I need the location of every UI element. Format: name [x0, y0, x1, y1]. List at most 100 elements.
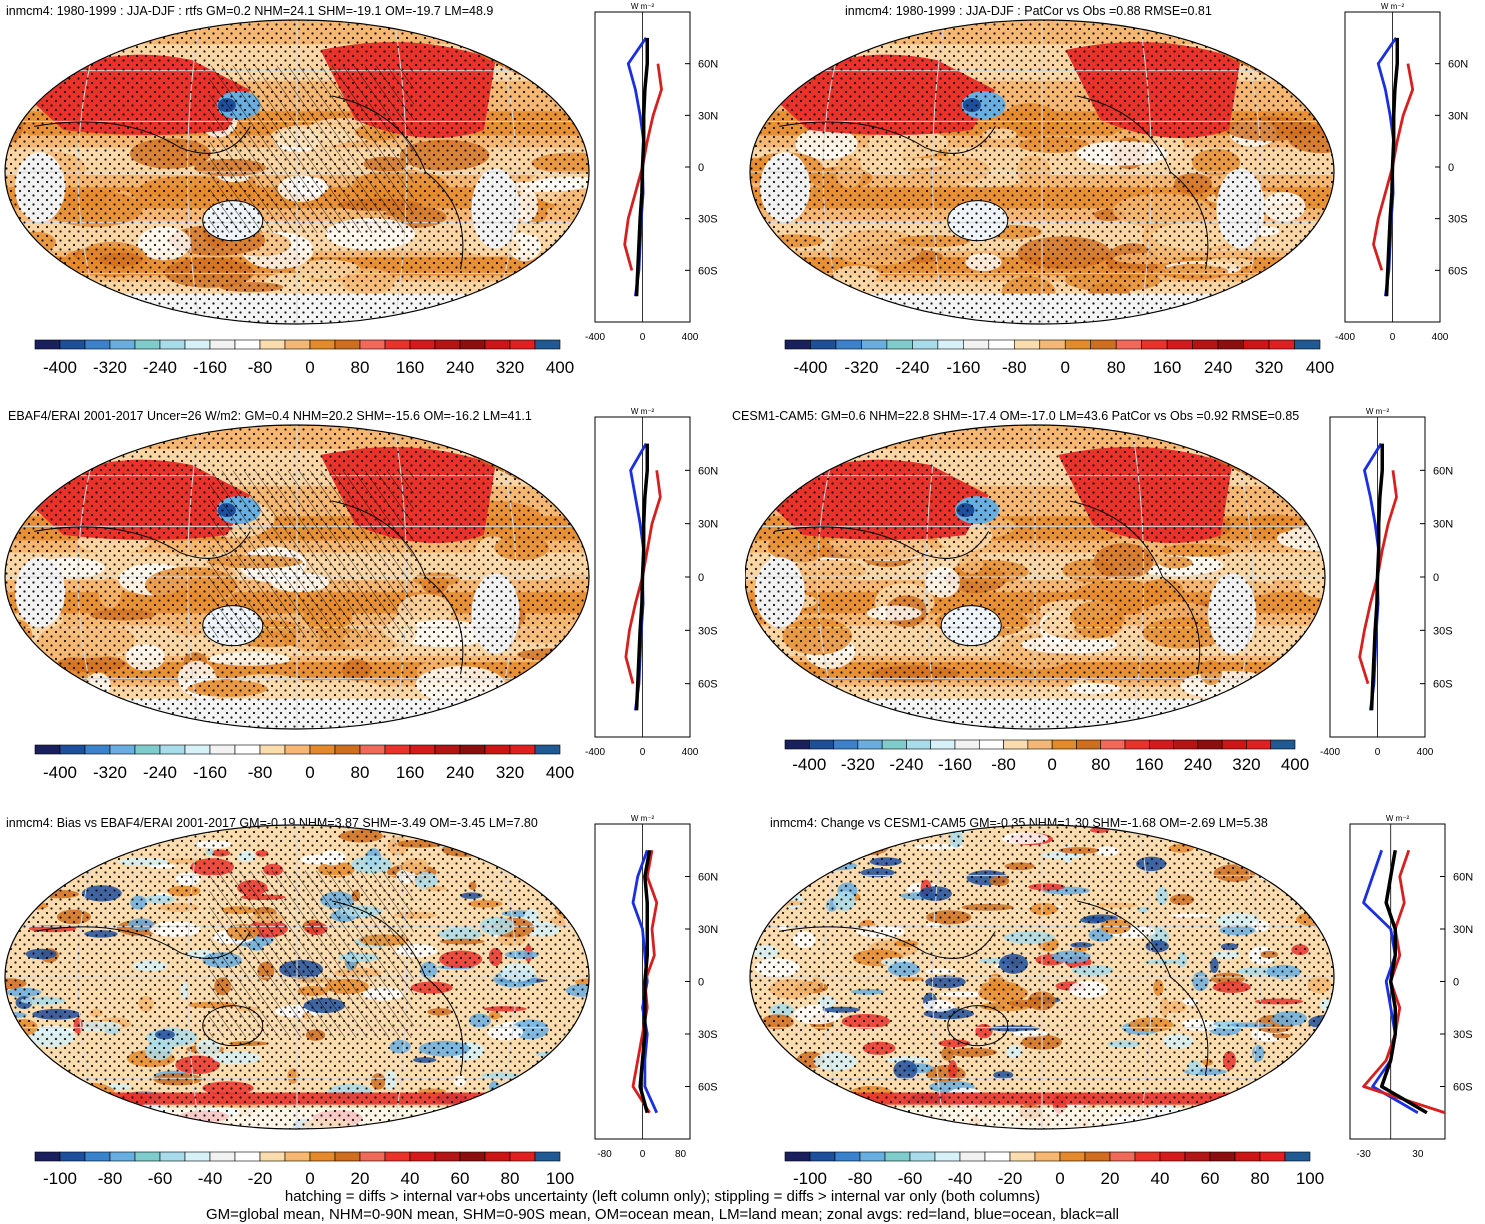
zonal-x-tick-label: -400 — [585, 747, 605, 758]
colorbar-tick-label: -240 — [895, 358, 929, 377]
zonal-lat-label: 30S — [698, 1029, 718, 1041]
map-outline — [745, 424, 1326, 730]
colorbar-tick-label: -240 — [889, 755, 923, 774]
colorbar-tick-label: -80 — [848, 1169, 873, 1188]
colorbar: -400 -320 -240 -160 -80 0 80 160 240 320 400 — [34, 339, 574, 377]
colorbar-tick-label: 160 — [1135, 755, 1163, 774]
zonal-mean-plot: W m⁻² 60N 30N 0 30S 60S -400 0 400 — [585, 2, 718, 343]
zonal-x-tick-label: 80 — [675, 1149, 687, 1160]
colorbar: -400 -320 -240 -160 -80 0 80 160 240 320 400 — [34, 744, 574, 782]
zonal-x-tick-label: 0 — [640, 332, 646, 343]
zonal-lat-label: 0 — [1448, 162, 1454, 174]
colorbar-tick-label: -320 — [844, 358, 878, 377]
zonal-lat-label: 60S — [1433, 679, 1453, 691]
map-outline — [749, 19, 1335, 325]
colorbar-tick-label: -400 — [43, 358, 77, 377]
zonal-unit-label: W m⁻² — [1366, 407, 1390, 416]
map-outline — [749, 824, 1335, 1130]
colorbar-tick-label: 320 — [1232, 755, 1260, 774]
zonal-lat-label: 60S — [1448, 265, 1468, 277]
map-field — [5, 20, 589, 324]
colorbar-tick-label: -160 — [193, 358, 227, 377]
panel-3: CESM1-CAM5: GM=0.6 NHM=22.8 SHM=-17.4 OM… — [732, 405, 1485, 795]
zonal-lat-label: 30S — [1448, 214, 1468, 226]
colorbar-tick-label: -40 — [198, 1169, 223, 1188]
colorbar: -100 -80 -60 -40 -20 0 20 40 60 80 100 — [784, 1151, 1324, 1188]
zonal-all-line — [634, 443, 649, 711]
map-figure: -100 -80 -60 -40 -20 0 20 40 60 80 100 W m⁻² 60N 30N 0… — [749, 814, 1473, 1188]
colorbar-tick-label: 60 — [451, 1169, 470, 1188]
zonal-unit-label: W m⁻² — [1381, 2, 1405, 11]
zonal-land-line — [1362, 849, 1446, 1115]
zonal-lat-label: 60S — [698, 679, 718, 691]
zonal-x-tick-label: 30 — [1412, 1149, 1424, 1160]
footer-means-note: GM=global mean, NHM=0-90N mean, SHM=0-90… — [205, 1206, 1119, 1223]
panel-0: inmcm4: 1980-1999 : JJA-DJF : rtfs GM=0.… — [0, 0, 740, 390]
zonal-lat-label: 0 — [1453, 977, 1459, 989]
zonal-lat-label: 60N — [1448, 59, 1468, 71]
zonal-ocean-line — [1362, 849, 1419, 1114]
zonal-x-tick-label: -400 — [1320, 747, 1340, 758]
panel-1: inmcm4: 1980-1999 : JJA-DJF : PatCor vs … — [745, 0, 1485, 390]
map-figure: -400 -320 -240 -160 -80 0 80 160 240 320 400 W m⁻² 6… — [749, 2, 1468, 377]
panel-title: inmcm4: 1980-1999 : JJA-DJF : PatCor vs … — [845, 4, 1212, 18]
colorbar-tick-label: 40 — [1151, 1169, 1170, 1188]
colorbar-tick-label: 400 — [546, 763, 574, 782]
map-figure: -400 -320 -240 -160 -80 0 80 160 240 320 400 W m⁻² 6… — [4, 407, 718, 782]
colorbar: -100 -80 -60 -40 -20 0 20 40 60 80 100 — [34, 1151, 574, 1188]
colorbar-tick-label: 0 — [305, 1169, 314, 1188]
panel-title: inmcm4: Bias vs EBAF4/ERAI 2001-2017 GM=… — [6, 816, 538, 830]
zonal-x-tick-label: 400 — [1432, 332, 1449, 343]
zonal-all-line — [1379, 849, 1428, 1115]
colorbar-tick-label: -60 — [148, 1169, 173, 1188]
panel-4: inmcm4: Bias vs EBAF4/ERAI 2001-2017 GM=… — [0, 812, 740, 1192]
zonal-lat-label: 60S — [698, 265, 718, 277]
colorbar-tick-label: 160 — [1153, 358, 1181, 377]
footer-hatching-note: hatching = diffs > internal var+obs unce… — [284, 1188, 1041, 1205]
panel-title: EBAF4/ERAI 2001-2017 Uncer=26 W/m2: GM=0… — [8, 409, 532, 423]
zonal-lat-label: 30S — [1453, 1029, 1473, 1041]
colorbar-tick-label: 400 — [1281, 755, 1309, 774]
colorbar-tick-label: -60 — [898, 1169, 923, 1188]
map-outline — [4, 424, 590, 730]
colorbar-tick-label: 80 — [1251, 1169, 1270, 1188]
zonal-x-tick-label: -400 — [1335, 332, 1355, 343]
colorbar-tick-label: -160 — [938, 755, 972, 774]
colorbar-tick-label: -80 — [98, 1169, 123, 1188]
map-figure: -400 -320 -240 -160 -80 0 80 160 240 320 400 W m⁻² 6… — [745, 407, 1453, 774]
map-field — [750, 20, 1334, 324]
colorbar-tick-label: -80 — [1002, 358, 1027, 377]
zonal-lat-label: 60N — [698, 872, 718, 884]
zonal-x-tick-label: 400 — [682, 747, 699, 758]
colorbar-tick-label: -240 — [143, 763, 177, 782]
colorbar-tick-label: -40 — [948, 1169, 973, 1188]
colorbar: -400 -320 -240 -160 -80 0 80 160 240 320 400 — [784, 339, 1334, 377]
zonal-all-line — [638, 849, 652, 1114]
zonal-lat-label: 60N — [1453, 872, 1473, 884]
colorbar-tick-label: 160 — [396, 763, 424, 782]
panel-2: EBAF4/ERAI 2001-2017 Uncer=26 W/m2: GM=0… — [0, 405, 740, 795]
colorbar-tick-label: 100 — [1296, 1169, 1324, 1188]
colorbar-tick-label: -80 — [248, 763, 273, 782]
map-figure: -400 -320 -240 -160 -80 0 80 160 240 320 400 W m⁻² 6… — [4, 2, 718, 377]
zonal-lat-label: 30N — [1433, 519, 1453, 531]
map-field — [5, 825, 589, 1129]
colorbar-tick-label: -160 — [193, 763, 227, 782]
zonal-lat-label: 30N — [1453, 924, 1473, 936]
zonal-lat-label: 60N — [698, 59, 718, 71]
colorbar-tick-label: -400 — [793, 358, 827, 377]
zonal-lat-label: 60N — [1433, 465, 1453, 477]
colorbar-tick-label: 240 — [1204, 358, 1232, 377]
colorbar-tick-label: 20 — [1101, 1169, 1120, 1188]
colorbar-tick-label: -100 — [793, 1169, 827, 1188]
zonal-x-tick-label: 0 — [640, 1149, 646, 1160]
zonal-mean-plot: W m⁻² 60N 30N 0 30S 60S -400 0 400 — [1335, 2, 1468, 343]
colorbar-tick-label: 0 — [1047, 755, 1056, 774]
colorbar-tick-label: -240 — [143, 358, 177, 377]
map-outline — [4, 824, 590, 1130]
map-outline — [4, 19, 590, 325]
colorbar-tick-label: 0 — [1061, 358, 1070, 377]
zonal-all-line — [1369, 443, 1384, 711]
colorbar-tick-label: 240 — [446, 763, 474, 782]
zonal-x-tick-label: 400 — [1417, 747, 1434, 758]
